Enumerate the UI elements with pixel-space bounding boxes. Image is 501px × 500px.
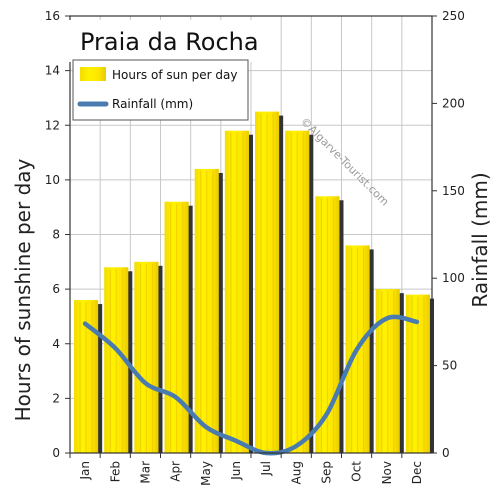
left-tick-label: 14 bbox=[45, 64, 60, 78]
right-tick-label: 250 bbox=[442, 9, 465, 23]
legend-label-sun: Hours of sun per day bbox=[112, 68, 237, 82]
x-axis-ticks: Jan Feb Mar Apr May Jun Jul Aug Sep Oct Nov Dec bbox=[69, 453, 424, 486]
x-tick-label: Mar bbox=[138, 461, 152, 484]
x-tick-label: Nov bbox=[380, 461, 394, 484]
right-tick-label: 100 bbox=[442, 271, 465, 285]
x-tick-label: Aug bbox=[289, 461, 303, 484]
rainfall-line-layer bbox=[82, 314, 420, 456]
right-tick-label: 50 bbox=[442, 359, 457, 373]
x-tick-label: Apr bbox=[169, 461, 183, 482]
title-box: Praia da Rocha bbox=[69, 20, 273, 62]
right-tick-label: 0 bbox=[442, 446, 450, 460]
left-tick-label: 2 bbox=[52, 391, 60, 405]
legend-swatch-sun bbox=[80, 67, 106, 81]
x-tick-label: Sep bbox=[319, 461, 333, 484]
left-tick-label: 4 bbox=[52, 337, 60, 351]
x-tick-label: Jun bbox=[229, 461, 243, 481]
rainfall-line bbox=[82, 314, 420, 456]
left-tick-label: 0 bbox=[52, 446, 60, 460]
legend-label-rain: Rainfall (mm) bbox=[112, 97, 193, 111]
x-tick-label: Jan bbox=[78, 461, 92, 481]
left-tick-label: 6 bbox=[52, 282, 60, 296]
left-tick-label: 12 bbox=[45, 118, 60, 132]
left-tick-label: 10 bbox=[45, 173, 60, 187]
chart-title: Praia da Rocha bbox=[80, 28, 259, 56]
legend: Hours of sun per day Rainfall (mm) bbox=[72, 59, 249, 121]
x-tick-label: Oct bbox=[350, 461, 364, 482]
right-axis-ticks: 0 50 100 150 200 250 bbox=[432, 9, 465, 460]
left-tick-label: 8 bbox=[52, 228, 60, 242]
left-axis-ticks: 0 2 4 6 8 10 12 14 16 bbox=[45, 9, 70, 460]
right-tick-label: 200 bbox=[442, 96, 465, 110]
left-tick-label: 16 bbox=[45, 9, 60, 23]
x-tick-label: Jul bbox=[259, 461, 273, 476]
x-tick-label: Feb bbox=[108, 461, 122, 482]
y2-axis-title: Rainfall (mm) bbox=[468, 172, 492, 307]
x-tick-label: Dec bbox=[410, 461, 424, 484]
y-axis-title: Hours of sunshine per day bbox=[11, 158, 35, 421]
x-tick-label: May bbox=[199, 461, 213, 486]
right-tick-label: 150 bbox=[442, 184, 465, 198]
